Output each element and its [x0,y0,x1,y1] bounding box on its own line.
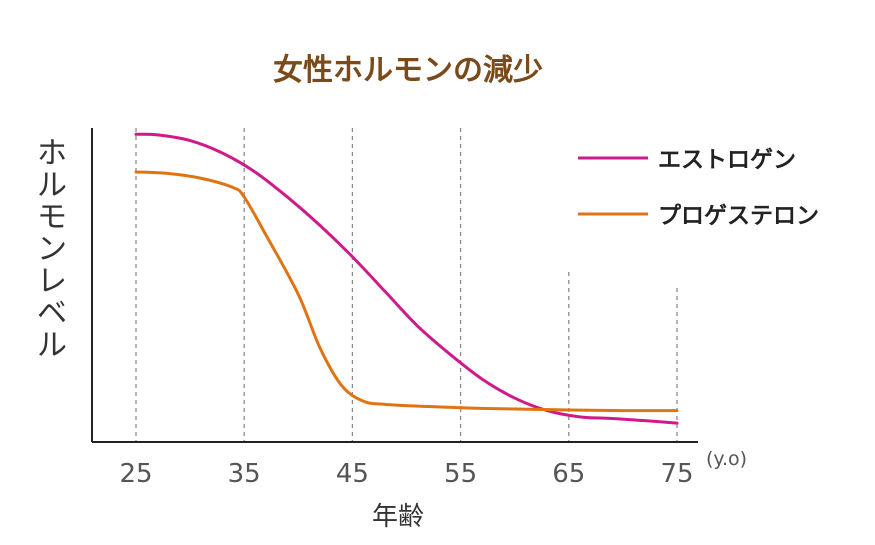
y-axis-label-char: ベ [37,296,67,331]
x-tick-label: 25 [119,459,152,489]
y-axis-label-char: ル [37,168,67,203]
y-axis-label-char: ホ [37,136,67,171]
legend: エストロゲン プロゲステロン [578,147,819,229]
series-lines [134,132,679,425]
y-axis-label-char: レ [37,264,67,299]
x-tick-label: 35 [228,459,261,489]
x-tick-labels: 25 35 45 55 65 75 [119,459,693,489]
x-tick-label: 55 [444,459,477,489]
legend-label-progesterone: プロゲステロン [658,203,819,229]
x-axis-label: 年齢 [372,502,424,532]
y-axis-label-char: ン [37,232,67,267]
series-line-progesterone [134,170,679,413]
series-line-estrogen [134,132,679,425]
x-tick-label: 65 [552,459,585,489]
y-axis-label-char: モ [37,200,67,235]
x-tick-label: 75 [660,459,693,489]
legend-label-estrogen: エストロゲン [658,147,796,173]
grid-lines [135,128,678,442]
x-unit-label: (y.o) [706,448,747,470]
x-tick-label: 45 [336,459,369,489]
chart-title: 女性ホルモンの減少 [273,53,543,88]
y-axis-label-char: ル [37,328,67,363]
